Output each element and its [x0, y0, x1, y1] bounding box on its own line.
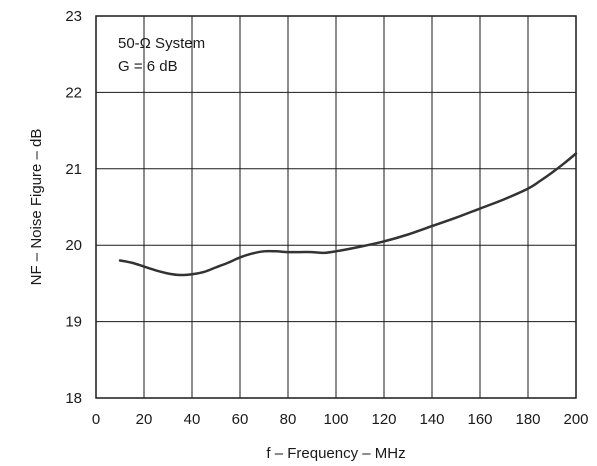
x-tick-label: 140	[419, 411, 444, 428]
tick-labels: 0 20 40 60 80 100 120 140 160 180 200 18 19 20 21 22 23	[65, 8, 588, 428]
x-tick-label: 80	[280, 411, 297, 428]
grid-lines	[96, 16, 576, 398]
plot-area	[95, 15, 577, 399]
annotation-gain: G = 6 dB	[118, 58, 178, 75]
x-tick-label: 0	[92, 411, 100, 428]
x-tick-label: 20	[136, 411, 153, 428]
x-tick-label: 160	[467, 411, 492, 428]
y-tick-label: 22	[65, 84, 82, 101]
x-axis-title: f – Frequency – MHz	[266, 445, 405, 462]
y-tick-label: 23	[65, 8, 82, 25]
x-tick-label: 200	[563, 411, 588, 428]
y-tick-label: 19	[65, 314, 82, 331]
x-tick-label: 180	[515, 411, 540, 428]
annotation-box: 50-Ω System G = 6 dB	[118, 35, 205, 75]
noise-figure-curve	[118, 152, 578, 277]
annotation-system: 50-Ω System	[118, 35, 205, 52]
y-tick-label: 21	[65, 161, 82, 178]
y-tick-label: 18	[65, 390, 82, 407]
x-tick-label: 120	[371, 411, 396, 428]
x-tick-label: 60	[232, 411, 249, 428]
y-axis-title: NF – Noise Figure – dB	[28, 129, 45, 286]
y-tick-label: 20	[65, 237, 82, 254]
x-tick-label: 100	[323, 411, 348, 428]
x-tick-label: 40	[184, 411, 201, 428]
